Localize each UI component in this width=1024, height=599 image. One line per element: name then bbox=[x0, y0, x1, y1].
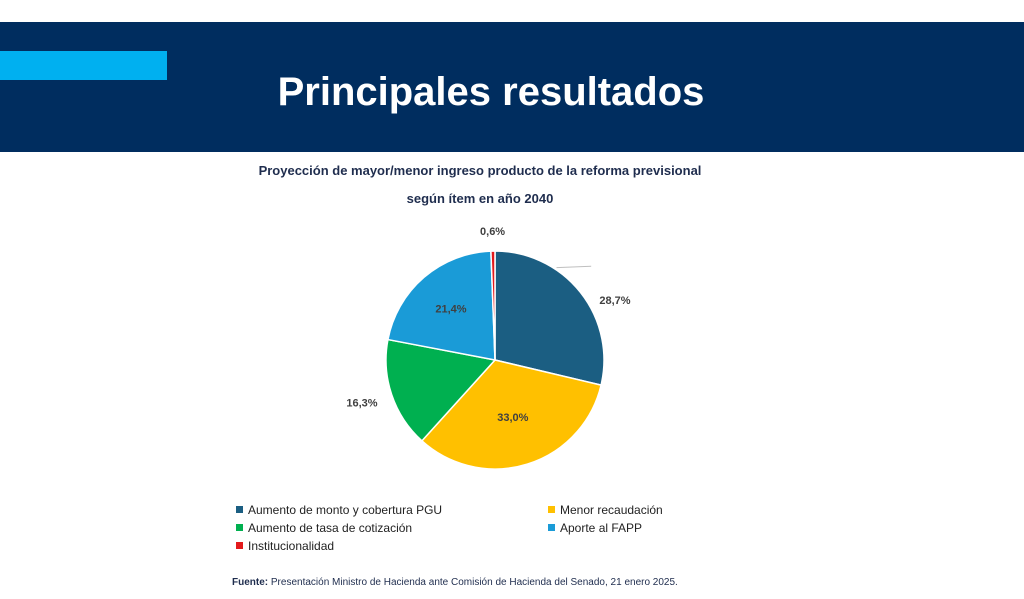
legend-swatch bbox=[236, 542, 243, 550]
data-label-4: 21,4% bbox=[435, 304, 466, 316]
pie-slice-5 bbox=[490, 250, 496, 361]
data-label-5: 0,6% bbox=[480, 226, 505, 238]
slide-title: Principales resultados bbox=[277, 70, 705, 114]
legend-swatch bbox=[236, 524, 243, 532]
pie-slice-2 bbox=[420, 359, 602, 470]
legend-label: Aumento de tasa de cotización bbox=[248, 521, 413, 535]
legend-swatch bbox=[548, 524, 555, 532]
leader-line bbox=[556, 265, 592, 269]
source-text: Presentación Ministro de Hacienda ante C… bbox=[270, 577, 678, 588]
chart-title-line2: según ítem en año 2040 bbox=[406, 191, 554, 206]
source-note: Fuente: Presentación Ministro de Haciend… bbox=[232, 577, 678, 588]
legend-item: Aumento de monto y cobertura PGU bbox=[236, 503, 442, 517]
chart-title-line1: Proyección de mayor/menor ingreso produc… bbox=[258, 163, 702, 178]
legend-label: Menor recaudación bbox=[560, 503, 663, 517]
header-banner bbox=[0, 22, 1024, 152]
pie-slice-1 bbox=[494, 250, 605, 387]
pie-slice-4 bbox=[387, 250, 496, 361]
legend-swatch bbox=[548, 506, 555, 514]
legend-item: Institucionalidad bbox=[236, 539, 334, 553]
legend-label: Aporte al FAPP bbox=[560, 521, 643, 535]
legend-label: Institucionalidad bbox=[248, 539, 335, 553]
accent-bar bbox=[0, 51, 167, 80]
pie-slice-3 bbox=[385, 338, 497, 442]
legend-swatch bbox=[236, 506, 243, 514]
data-label-2: 33,0% bbox=[497, 412, 528, 424]
legend-item: Aumento de tasa de cotización bbox=[236, 521, 412, 535]
legend-label: Aumento de monto y cobertura PGU bbox=[248, 503, 443, 517]
legend-item: Menor recaudación bbox=[548, 503, 663, 517]
source-label: Fuente: bbox=[232, 577, 269, 588]
legend-item: Aporte al FAPP bbox=[548, 521, 642, 535]
data-label-3: 16,3% bbox=[346, 398, 377, 410]
data-label-1: 28,7% bbox=[599, 295, 630, 307]
